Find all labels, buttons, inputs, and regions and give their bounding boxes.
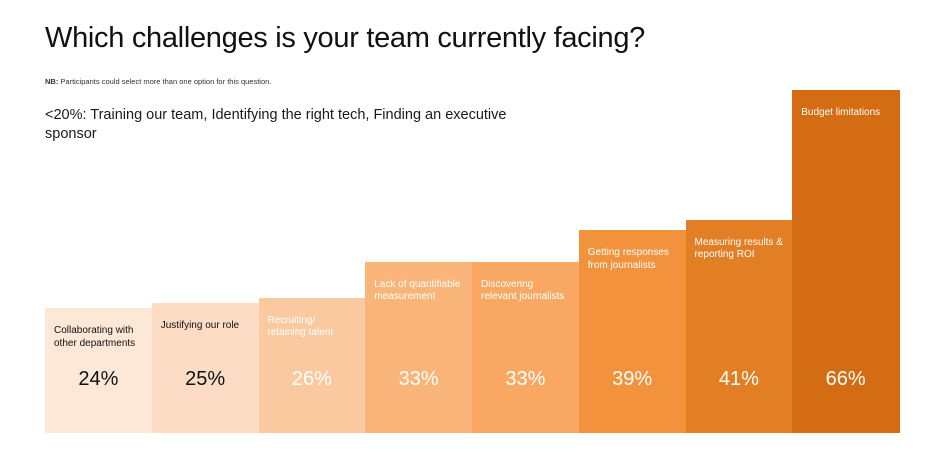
bar-budget-limitations [792, 90, 900, 433]
bar-value-label: 26% [291, 368, 332, 390]
bar-value-label: 25% [185, 368, 226, 390]
chart-note: NB: Participants could select more than … [45, 77, 271, 86]
bar-getting-responses-from-journalists [578, 230, 686, 433]
bar-justifying-our-role [151, 303, 259, 433]
bar-value-label: 41% [718, 368, 759, 390]
bar-value-label: 33% [505, 368, 546, 390]
bar-recruiting-retaining-talent [258, 297, 366, 433]
bar-value-label: 24% [78, 368, 119, 390]
chart-subtitle: <20%: Training our team, Identifying the… [45, 107, 507, 142]
bar-measuring-results-reporting-roi [685, 219, 793, 433]
bar-label: Measuring results & reporting ROI [694, 236, 783, 261]
bar-label: Collaborating with other departments [54, 325, 136, 349]
bar-label: Lack of quantifiable measurement [374, 278, 461, 303]
bar-value-label: 66% [825, 368, 866, 390]
bar-label: Getting responses from journalists [587, 247, 669, 271]
bar-discovering-relevant-journalists [472, 261, 580, 433]
bar-label: Budget limitations [801, 107, 881, 118]
chart-title: Which challenges is your team currently … [45, 22, 646, 54]
note-text: Participants could select more than one … [58, 77, 272, 86]
bar-label: Recruiting/ retaining talent [267, 314, 334, 339]
bar-label: Discovering relevant journalists [481, 278, 565, 303]
bar-value-label: 39% [612, 368, 653, 390]
bar-collaborating-with-other-departments [45, 308, 153, 433]
note-prefix: NB: [45, 77, 59, 86]
bar-lack-of-quantifiable-measurement [365, 261, 473, 433]
bar-label: Justifying our role [160, 320, 240, 332]
bar-value-label: 33% [398, 368, 439, 390]
